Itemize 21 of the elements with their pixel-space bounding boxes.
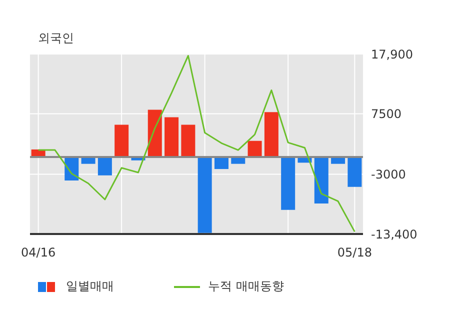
bar	[314, 156, 328, 204]
bar	[214, 156, 228, 170]
y-tick-label: 7500	[371, 107, 402, 122]
bar	[181, 124, 196, 157]
bar	[98, 156, 112, 176]
bar	[114, 124, 129, 157]
x-tick-label: 05/18	[337, 246, 372, 260]
y-tick-label: -3000	[371, 167, 406, 182]
bar	[198, 156, 212, 233]
bar	[164, 117, 179, 157]
y-tick-label: -13,400	[371, 227, 418, 242]
legend-label: 누적 매매동향	[208, 278, 284, 295]
bar	[348, 156, 362, 187]
bar	[264, 112, 278, 157]
bar	[248, 140, 262, 157]
line-series	[38, 54, 356, 232]
legend-label: 일별매매	[66, 278, 114, 295]
bar	[281, 156, 296, 210]
x-tick-label: 04/16	[21, 246, 56, 260]
chart-title: 외국인	[38, 30, 74, 47]
y-tick-label: 17,900	[371, 47, 413, 62]
